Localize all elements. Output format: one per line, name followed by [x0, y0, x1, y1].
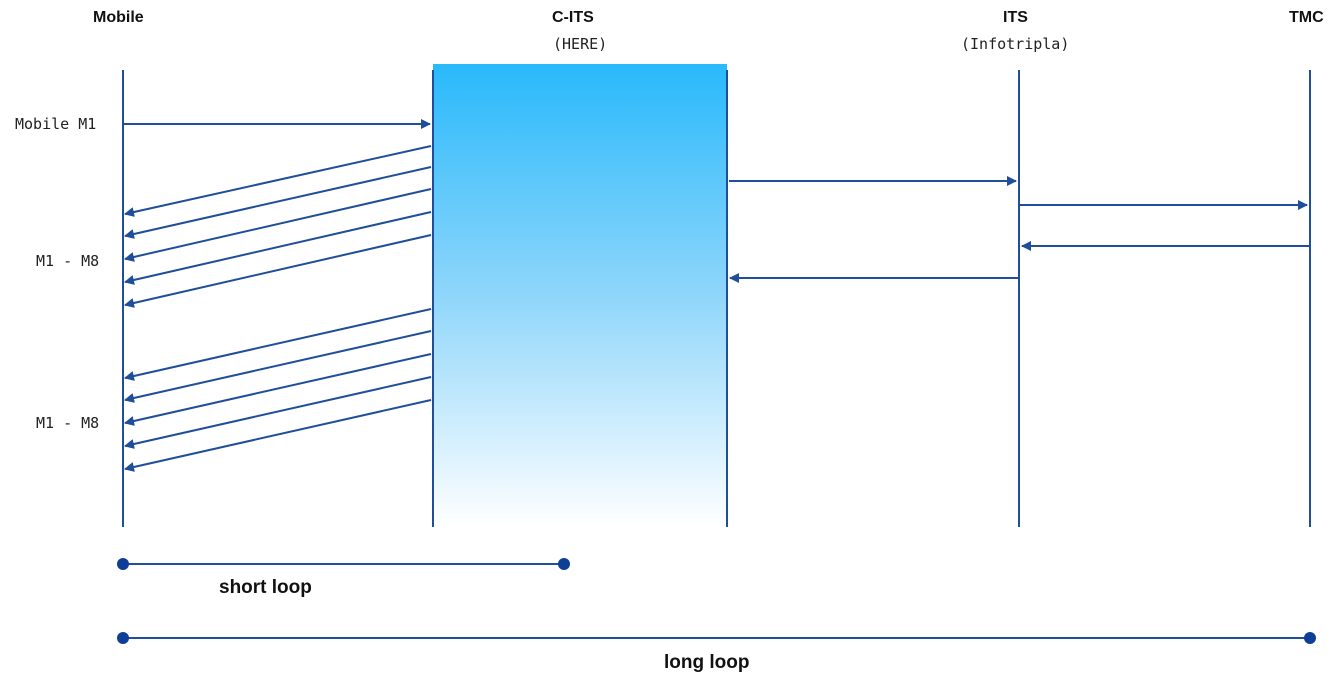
mobile-lane-title: Mobile: [93, 9, 144, 26]
message-group-label-1: M1 - M8: [36, 252, 100, 270]
arrow-cits-to-mobile-2: [124, 166, 432, 239]
long-loop-bar: [117, 632, 1316, 644]
arrow-cits-to-mobile-8: [124, 353, 432, 426]
tmc-lane-title: TMC: [1289, 9, 1324, 26]
arrow-cits-to-mobile-7: [124, 330, 432, 403]
mobile-m1-label: Mobile M1: [15, 115, 97, 133]
short-loop-end-dot: [558, 558, 570, 570]
cits-lane-title: C-ITS: [552, 9, 594, 26]
arrow-cits-to-mobile-5: [124, 234, 432, 308]
short-loop-start-dot: [117, 558, 129, 570]
long-loop-label: long loop: [664, 652, 750, 673]
arrow-cits-to-mobile-3: [124, 188, 432, 262]
arrow-cits-to-mobile-10: [124, 399, 432, 472]
message-group-label-2: M1 - M8: [36, 414, 100, 432]
long-loop-start-dot: [117, 632, 129, 644]
short-loop-bar: [117, 558, 570, 570]
arrow-cits-to-mobile-1: [124, 145, 432, 217]
cits-processing-band: [433, 64, 727, 527]
arrow-cits-to-mobile-4: [124, 211, 432, 285]
long-loop-end-dot: [1304, 632, 1316, 644]
cits-lane-subtitle: (HERE): [553, 35, 608, 53]
arrow-cits-to-mobile-6: [124, 308, 432, 381]
short-loop-label: short loop: [219, 577, 312, 598]
its-lane-title: ITS: [1003, 9, 1028, 26]
arrow-cits-to-mobile-9: [124, 376, 432, 449]
its-lane-subtitle: (Infotripla): [961, 35, 1070, 53]
